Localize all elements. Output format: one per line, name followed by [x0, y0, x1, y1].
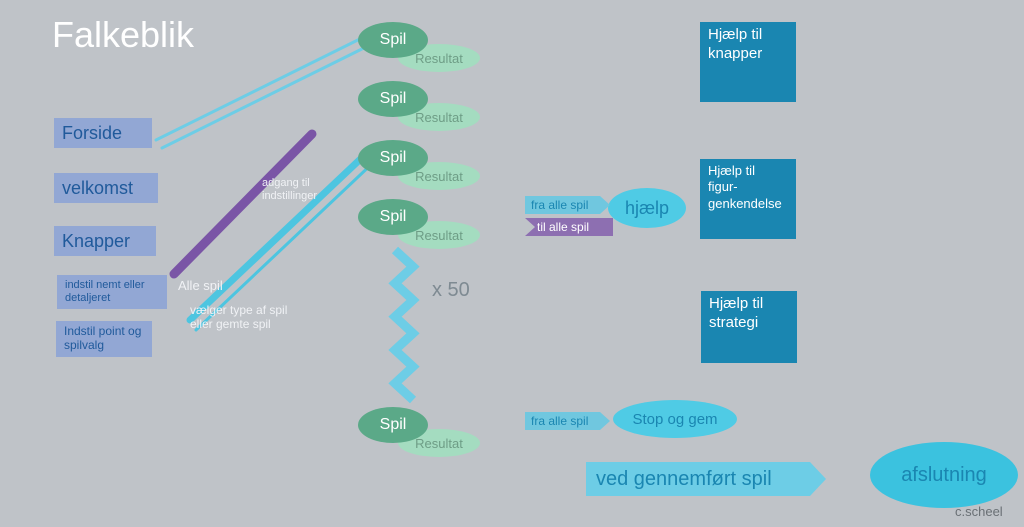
banner-gennemfort: ved gennemført spil: [586, 462, 826, 496]
hjaelp-oval[interactable]: hjælp: [608, 188, 686, 228]
hjaelp-strategi[interactable]: Hjælp til strategi: [701, 291, 797, 363]
label-vaelger: vælger type af spil eller gemte spil: [190, 303, 287, 332]
arrow-fra1: fra alle spil: [525, 196, 610, 214]
nav-box-velkomst[interactable]: velkomst: [54, 173, 158, 203]
nav-box-forside[interactable]: Forside: [54, 118, 152, 148]
stop-og-gem-oval[interactable]: Stop og gem: [613, 400, 737, 438]
spil-node[interactable]: Spil: [358, 81, 428, 117]
afslutning-oval[interactable]: afslutning: [870, 442, 1018, 508]
nav-box-indstil-point[interactable]: Indstil point og spilvalg: [56, 321, 152, 357]
spil-node[interactable]: Spil: [358, 199, 428, 235]
label-adgang: adgang til indstillinger: [262, 177, 317, 203]
hjaelp-knapper[interactable]: Hjælp til knapper: [700, 22, 796, 102]
diagram-canvas: Falkeblik Forside velkomst Knapper indstil n…: [0, 0, 1024, 527]
til-alle-spil-box: til alle spil: [525, 218, 613, 236]
nav-box-knapper[interactable]: Knapper: [54, 226, 156, 256]
connector-layer: [0, 0, 1024, 527]
page-title: Falkeblik: [52, 14, 194, 56]
hjaelp-figur[interactable]: Hjælp til figur- genkendelse: [700, 159, 796, 239]
label-alle-spil: Alle spil: [178, 278, 223, 294]
zigzag-icon: [395, 250, 413, 400]
spil-node[interactable]: Spil: [358, 140, 428, 176]
arrow-fra2: fra alle spil: [525, 412, 610, 430]
nav-box-indstil-nemt[interactable]: indstil nemt eller detaljeret: [57, 275, 167, 309]
label-x50: x 50: [432, 278, 470, 302]
spil-node[interactable]: Spil: [358, 407, 428, 443]
spil-node[interactable]: Spil: [358, 22, 428, 58]
